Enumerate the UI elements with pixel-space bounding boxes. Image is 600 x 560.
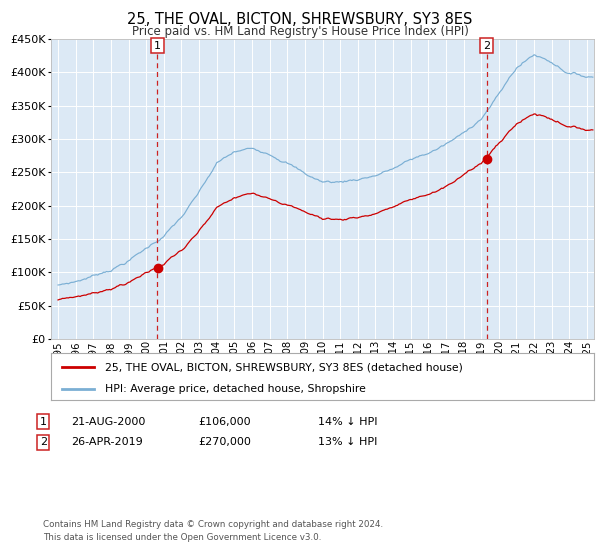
Text: HPI: Average price, detached house, Shropshire: HPI: Average price, detached house, Shro… xyxy=(106,384,366,394)
Text: 1: 1 xyxy=(154,41,161,51)
Text: Contains HM Land Registry data © Crown copyright and database right 2024.: Contains HM Land Registry data © Crown c… xyxy=(43,520,383,529)
Text: £270,000: £270,000 xyxy=(198,437,251,447)
Text: 14% ↓ HPI: 14% ↓ HPI xyxy=(318,417,377,427)
Text: 21-AUG-2000: 21-AUG-2000 xyxy=(71,417,145,427)
Text: 25, THE OVAL, BICTON, SHREWSBURY, SY3 8ES (detached house): 25, THE OVAL, BICTON, SHREWSBURY, SY3 8E… xyxy=(106,362,463,372)
Text: This data is licensed under the Open Government Licence v3.0.: This data is licensed under the Open Gov… xyxy=(43,533,322,542)
Text: 2: 2 xyxy=(483,41,490,51)
Text: £106,000: £106,000 xyxy=(198,417,251,427)
Text: 1: 1 xyxy=(40,417,47,427)
Text: 25, THE OVAL, BICTON, SHREWSBURY, SY3 8ES: 25, THE OVAL, BICTON, SHREWSBURY, SY3 8E… xyxy=(127,12,473,27)
Text: 26-APR-2019: 26-APR-2019 xyxy=(71,437,143,447)
Text: Price paid vs. HM Land Registry's House Price Index (HPI): Price paid vs. HM Land Registry's House … xyxy=(131,25,469,38)
Text: 13% ↓ HPI: 13% ↓ HPI xyxy=(318,437,377,447)
Text: 2: 2 xyxy=(40,437,47,447)
